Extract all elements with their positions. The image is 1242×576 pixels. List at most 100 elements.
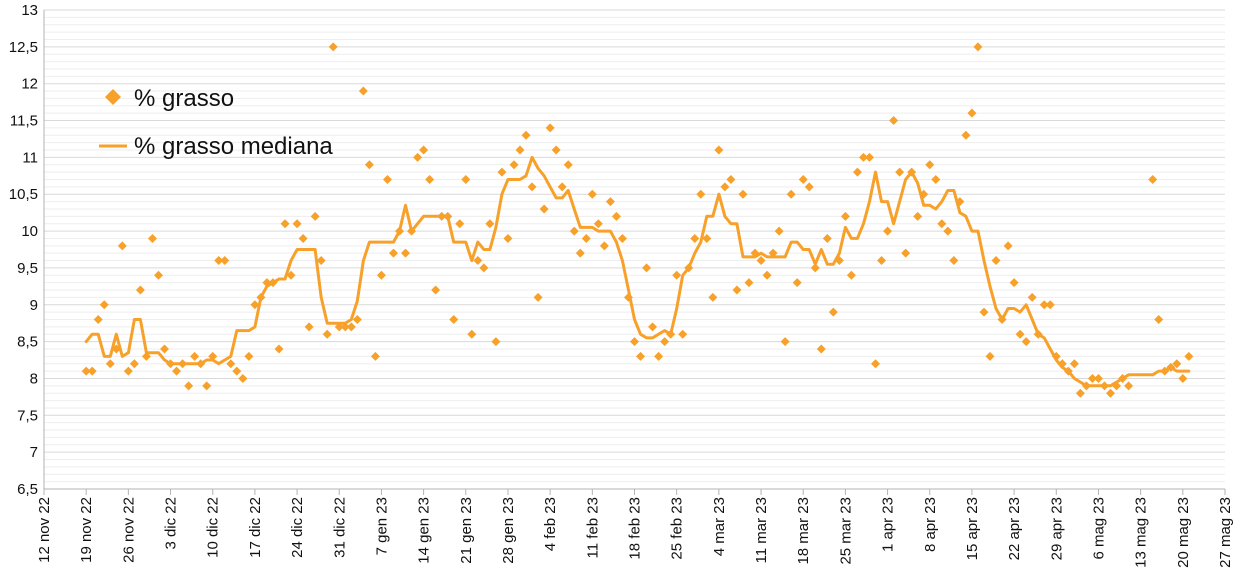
data-point — [1099, 381, 1109, 391]
data-point — [184, 381, 194, 391]
data-point — [214, 256, 224, 266]
data-point — [147, 233, 157, 243]
data-point — [1015, 329, 1025, 339]
data-point — [268, 278, 278, 288]
data-point — [425, 174, 435, 184]
data-point — [569, 226, 579, 236]
legend-label-mediana: % grasso mediana — [134, 133, 333, 160]
data-point — [485, 219, 495, 229]
x-tick-label: 1 apr 23 — [880, 497, 897, 552]
data-point — [967, 108, 977, 118]
data-point — [1184, 351, 1194, 361]
data-point — [310, 211, 320, 221]
x-tick-label: 26 nov 22 — [120, 497, 137, 563]
data-point — [943, 226, 953, 236]
data-point — [153, 270, 163, 280]
data-point — [798, 174, 808, 184]
data-point — [666, 329, 676, 339]
data-point — [708, 292, 718, 302]
data-point — [1033, 329, 1043, 339]
data-point — [509, 160, 519, 170]
data-point — [238, 373, 248, 383]
y-tick-label: 12,5 — [9, 39, 38, 56]
y-tick-label: 9,5 — [17, 260, 38, 277]
data-point — [605, 197, 615, 207]
data-point — [642, 263, 652, 273]
data-point — [756, 256, 766, 266]
y-tick-label: 13 — [21, 2, 38, 19]
data-point — [1172, 359, 1182, 369]
data-point — [244, 351, 254, 361]
data-point — [937, 219, 947, 229]
data-point — [479, 263, 489, 273]
data-point — [256, 292, 266, 302]
data-point — [401, 248, 411, 258]
data-point — [792, 278, 802, 288]
y-tick-label: 6,5 — [17, 481, 38, 498]
data-point — [895, 167, 905, 177]
x-tick-labels: 12 nov 22 19 nov 22 26 nov 22 3 dic 22 10 di… — [36, 489, 1234, 568]
data-point — [473, 256, 483, 266]
data-point — [1027, 292, 1037, 302]
data-point — [437, 211, 447, 221]
data-point — [648, 322, 658, 332]
data-point — [304, 322, 314, 332]
data-point — [262, 278, 272, 288]
data-point — [395, 226, 405, 236]
data-point — [973, 42, 983, 52]
data-point — [883, 226, 893, 236]
data-point — [1009, 278, 1019, 288]
data-point — [202, 381, 212, 391]
data-point — [539, 204, 549, 214]
x-tick-label: 11 feb 23 — [584, 497, 601, 558]
x-tick-label: 18 feb 23 — [627, 497, 644, 560]
data-point — [985, 351, 995, 361]
data-point — [232, 366, 242, 376]
x-tick-label: 19 nov 22 — [78, 497, 95, 563]
data-point — [328, 42, 338, 52]
data-point — [280, 219, 290, 229]
data-point — [822, 233, 832, 243]
data-point — [1003, 241, 1013, 251]
data-point — [1087, 373, 1097, 383]
data-point — [1051, 351, 1061, 361]
data-point — [467, 329, 477, 339]
data-point — [1118, 373, 1128, 383]
y-tick-label: 10 — [21, 223, 38, 240]
data-point — [750, 248, 760, 258]
data-point — [419, 145, 429, 155]
data-point — [593, 219, 603, 229]
y-tick-label: 7,5 — [17, 407, 38, 424]
y-tick-label: 11,5 — [10, 113, 38, 130]
x-tick-label: 31 dic 22 — [331, 497, 348, 558]
y-tick-labels: 6,5 7 7,5 8 8,5 9 9,5 10 10,5 11 11,5 12 12,5 13 — [9, 2, 38, 498]
x-tick-label: 17 dic 22 — [247, 497, 264, 558]
data-point — [1069, 359, 1079, 369]
data-point — [340, 322, 350, 332]
data-point — [599, 241, 609, 251]
legend: % grasso % grasso mediana — [99, 85, 333, 160]
data-point — [316, 256, 326, 266]
y-tick-label: 11 — [22, 149, 38, 166]
legend-item-mediana: % grasso mediana — [99, 133, 333, 160]
data-point — [617, 233, 627, 243]
data-point — [810, 263, 820, 273]
y-tick-label: 8,5 — [17, 334, 38, 351]
data-point — [864, 152, 874, 162]
data-point — [762, 270, 772, 280]
x-tick-label: 27 mag 23 — [1217, 497, 1234, 568]
data-point — [563, 160, 573, 170]
x-tick-label: 7 gen 23 — [373, 497, 390, 555]
y-tick-label: 7 — [30, 444, 38, 461]
data-point — [1148, 174, 1158, 184]
data-point — [961, 130, 971, 140]
data-point — [630, 337, 639, 347]
data-point — [660, 337, 670, 347]
data-point — [443, 211, 453, 221]
data-point — [877, 256, 887, 266]
data-point — [828, 307, 838, 317]
data-point — [557, 182, 567, 192]
data-point — [81, 366, 91, 376]
data-point — [834, 256, 844, 266]
median-line — [84, 155, 1191, 388]
